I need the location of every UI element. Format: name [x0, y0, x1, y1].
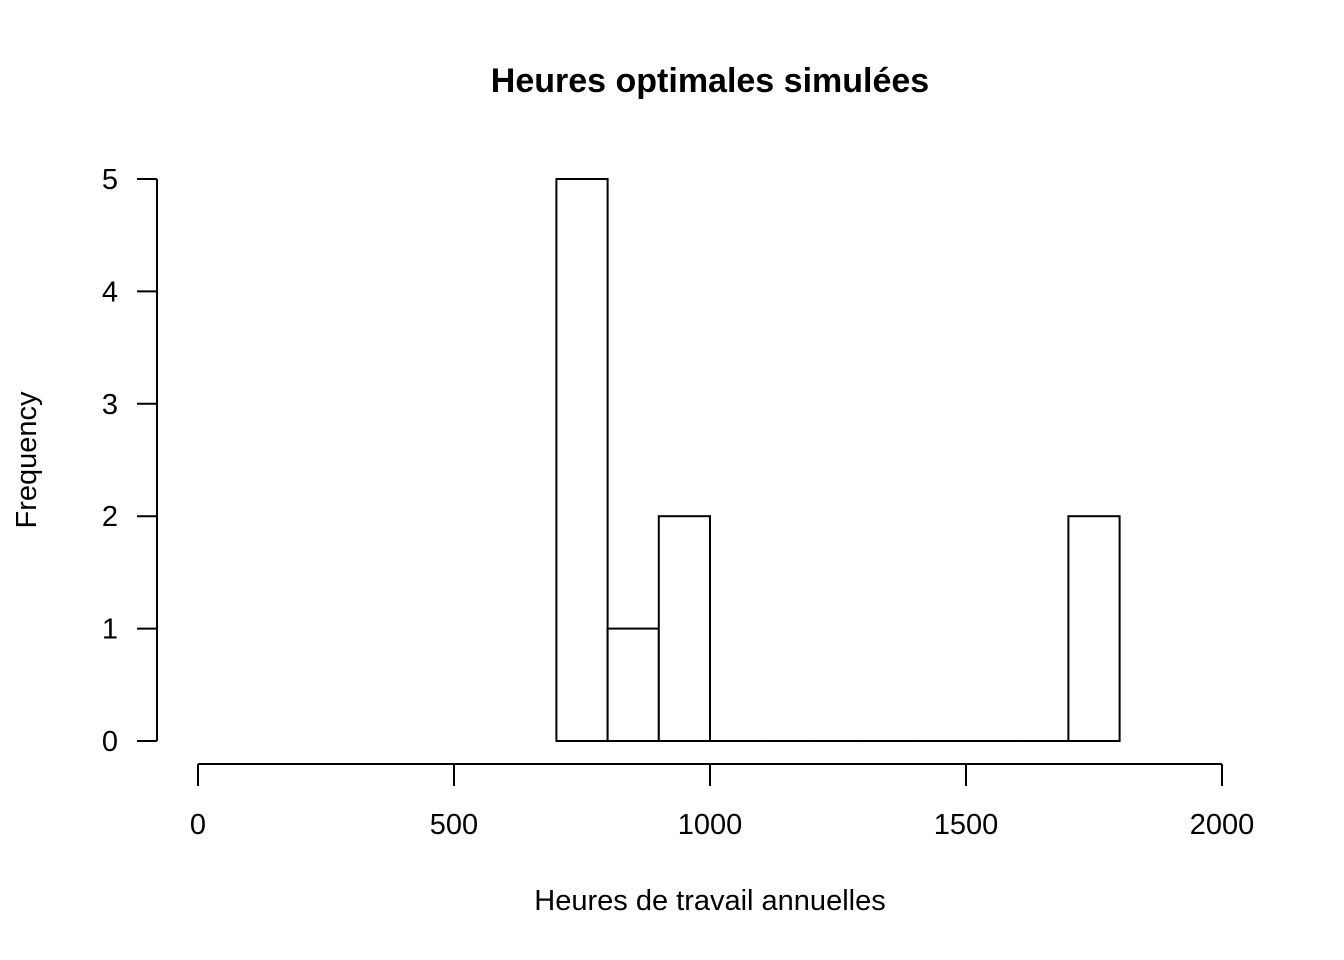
- x-tick-label-1500: 1500: [934, 809, 999, 841]
- x-tick-label-2000: 2000: [1190, 809, 1255, 841]
- y-tick-label-2: 2: [102, 501, 118, 533]
- histogram-bar-800-900: [606, 627, 660, 742]
- y-axis: 0 1 2 3 4 5: [102, 164, 158, 758]
- x-axis-label: Heures de travail annuelles: [534, 885, 885, 917]
- x-tick-label-1000: 1000: [678, 809, 743, 841]
- x-tick-label-0: 0: [190, 809, 206, 841]
- bars-group: [555, 178, 1121, 743]
- y-tick-label-4: 4: [102, 276, 118, 308]
- y-axis-label: Frequency: [11, 391, 43, 529]
- x-tick-label-500: 500: [430, 809, 478, 841]
- histogram-bar-900-1000: [657, 515, 711, 743]
- histogram-bar-1700-1800: [1067, 515, 1121, 743]
- y-tick-label-1: 1: [102, 614, 118, 646]
- y-tick-label-5: 5: [102, 164, 118, 196]
- y-tick-label-0: 0: [102, 726, 118, 758]
- histogram-bar-700-800: [555, 178, 609, 742]
- x-axis: 0 500 1000 1500 2000: [190, 763, 1255, 841]
- chart-title: Heures optimales simulées: [491, 62, 929, 100]
- y-tick-label-3: 3: [102, 389, 118, 421]
